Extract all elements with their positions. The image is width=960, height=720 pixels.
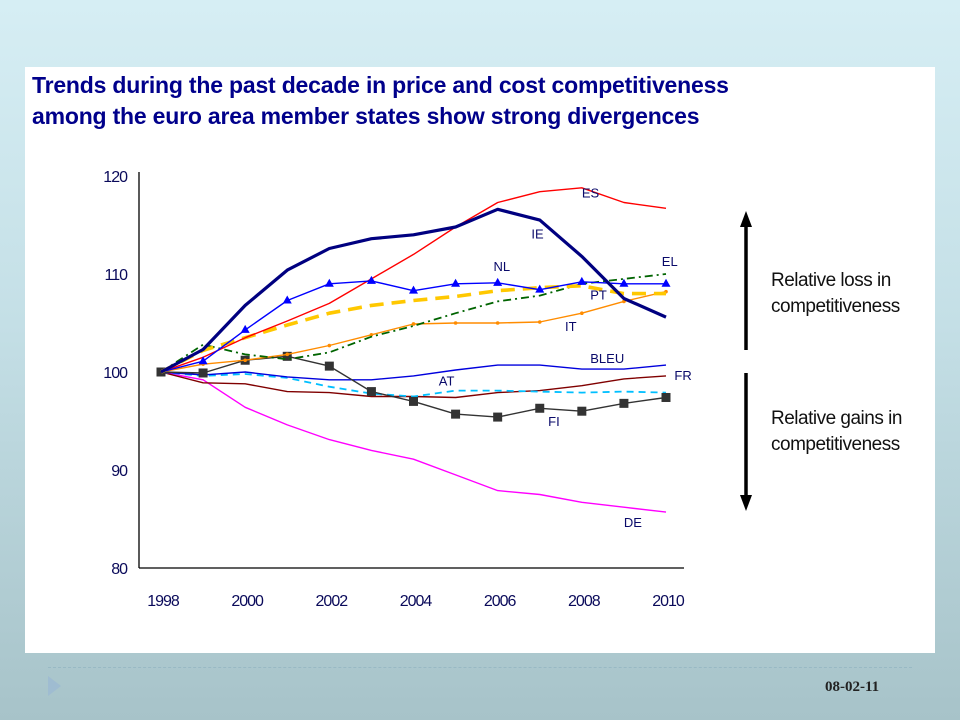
y-tick-label: 100: [103, 365, 128, 382]
data-point-dot: [495, 321, 500, 325]
series-label-ie: IE: [531, 227, 544, 242]
data-point-triangle: [282, 295, 292, 304]
slide-panel: [25, 67, 935, 653]
data-point-square: [577, 406, 587, 416]
series-it: [160, 289, 668, 373]
data-point-square: [282, 351, 292, 361]
arrow-down-icon: [740, 495, 752, 511]
data-point-square: [493, 412, 503, 422]
series-layer: [156, 187, 671, 513]
data-point-triangle: [661, 278, 671, 287]
y-tick-label: 80: [111, 561, 128, 578]
series-el: [160, 273, 667, 373]
series-line-bleu: [160, 364, 667, 381]
annotation-gains-line-2: competitiveness: [771, 434, 900, 455]
series-bleu: [160, 364, 667, 381]
annotation-gains-line-1: Relative gains in: [771, 408, 902, 429]
y-tick-label: 120: [103, 169, 128, 186]
data-point-triangle: [409, 285, 418, 294]
data-point-triangle: [619, 278, 629, 287]
data-point-square: [409, 396, 418, 406]
series-line-es: [160, 187, 667, 373]
annotation-loss: Relative loss in competitiveness: [771, 268, 900, 320]
data-point-dot: [537, 320, 542, 324]
data-point-dot: [327, 343, 332, 348]
footer-divider: [48, 667, 912, 668]
annotation-loss-line-2: competitiveness: [771, 296, 900, 317]
data-point-square: [619, 398, 629, 408]
data-point-square: [535, 403, 545, 413]
footer-date: 08-02-11: [825, 679, 880, 695]
x-tick-label: 1998: [147, 593, 180, 610]
series-nl: [160, 275, 671, 373]
x-tick-label: 2004: [400, 593, 433, 610]
series-label-es: ES: [582, 186, 600, 201]
series-ie: [160, 207, 667, 374]
series-de: [160, 371, 667, 513]
title-line-1: Trends during the past decade in price a…: [32, 72, 729, 98]
data-point-triangle: [577, 276, 587, 285]
data-point-square: [661, 392, 671, 402]
data-point-dot: [243, 358, 247, 363]
data-point-square: [366, 387, 376, 397]
title-line-2: among the euro area member states show s…: [32, 103, 700, 129]
series-line-ie: [160, 207, 667, 374]
x-tick-label: 2000: [231, 593, 264, 610]
series-line-de: [160, 371, 667, 513]
x-tick-label: 2010: [652, 593, 685, 610]
series-label-fr: FR: [674, 368, 691, 383]
annotation-arrows: [740, 211, 752, 511]
annotation-loss-line-1: Relative loss in: [771, 270, 891, 291]
data-point-triangle: [324, 278, 334, 287]
x-tick-label: 2006: [484, 593, 517, 610]
series-label-bleu: BLEU: [590, 351, 624, 366]
data-point-triangle: [198, 356, 208, 365]
annotation-gains: Relative gains in competitiveness: [771, 406, 902, 458]
series-label-de: DE: [624, 515, 642, 530]
data-point-square: [324, 361, 334, 371]
series-es: [160, 187, 667, 373]
arrow-up-icon: [740, 211, 752, 227]
data-point-dot: [580, 311, 584, 316]
x-tick-label: 2008: [568, 593, 601, 610]
series-label-it: IT: [565, 319, 577, 334]
data-point-triangle: [451, 278, 461, 287]
data-point-dot: [285, 352, 290, 357]
data-point-square: [451, 409, 461, 419]
series-label-fi: FI: [548, 414, 560, 429]
data-point-dot: [411, 322, 416, 326]
y-tick-label: 110: [104, 267, 128, 284]
data-point-dot: [453, 321, 458, 325]
series-labels-layer: ES IE NL EL PT IT BLEU FR AT FI DE: [439, 186, 692, 530]
slide-title: Trends during the past decade in price a…: [32, 70, 912, 132]
series-label-pt: PT: [590, 287, 607, 302]
data-point-square: [198, 368, 208, 378]
series-label-at: AT: [439, 374, 455, 389]
data-point-triangle: [535, 284, 545, 293]
series-at: [160, 371, 667, 398]
series-line-el: [160, 273, 667, 373]
series-label-nl: NL: [493, 259, 510, 274]
x-tick-label: 2002: [316, 593, 349, 610]
series-label-el: EL: [662, 254, 678, 269]
data-point-triangle: [240, 324, 250, 333]
footer-triangle-icon: [48, 676, 61, 696]
chart-axes: 80 90 100 110 120 1998 2000 2002 2004 2006 2008 201…: [103, 169, 686, 610]
data-point-triangle: [366, 275, 376, 284]
data-point-triangle: [493, 277, 503, 286]
data-point-dot: [369, 332, 374, 337]
y-tick-label: 90: [111, 463, 128, 480]
series-line-at: [160, 371, 667, 398]
